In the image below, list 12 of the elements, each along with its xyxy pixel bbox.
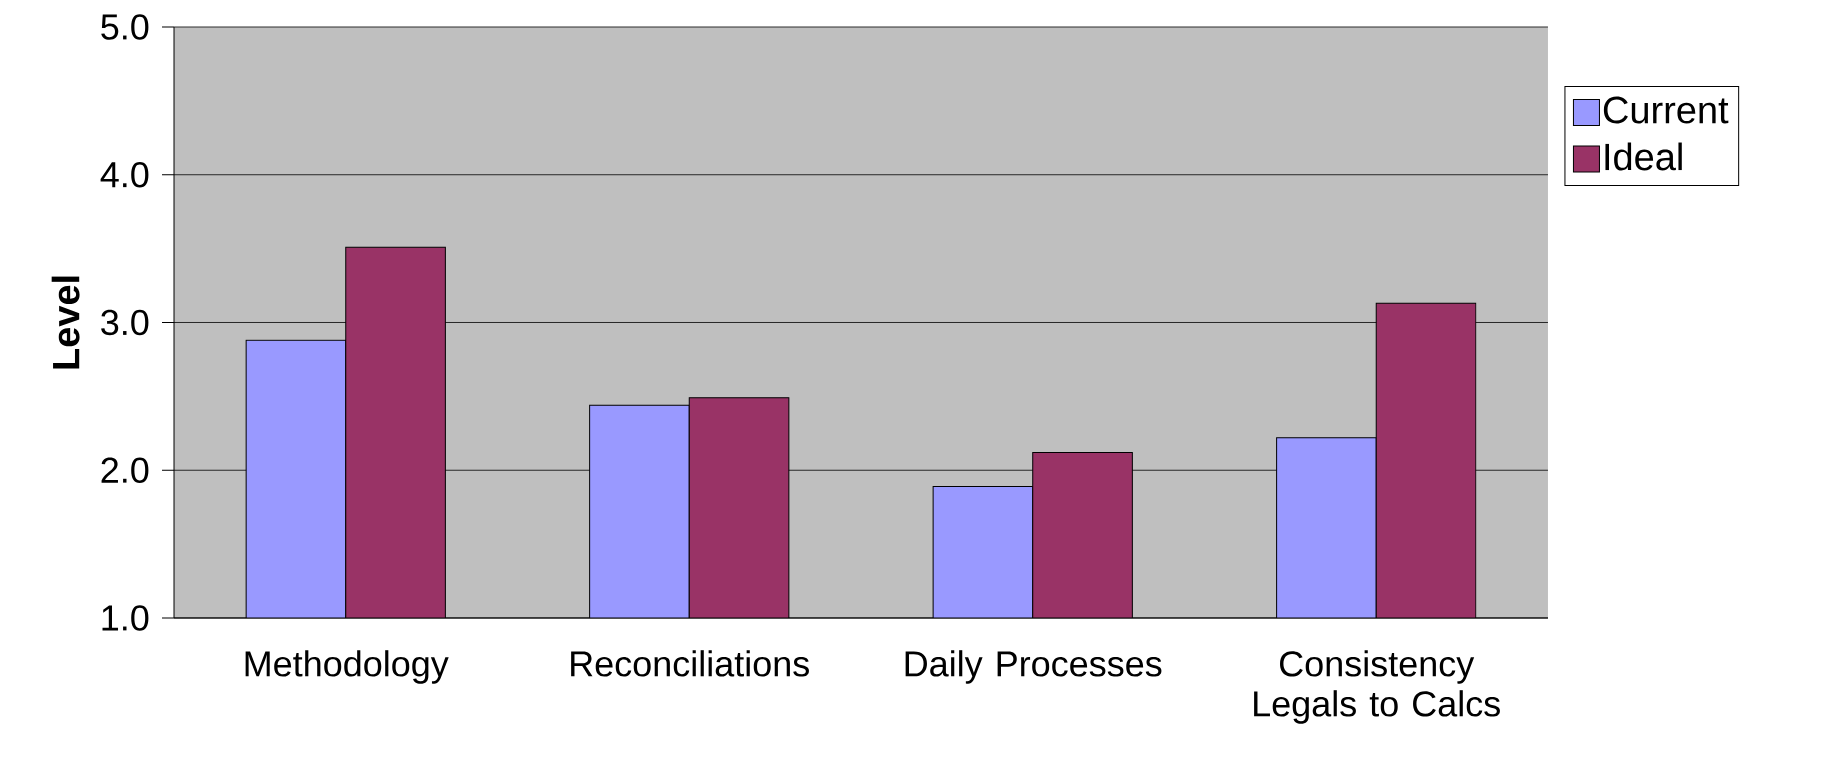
- y-tick-label: 1.0: [102, 605, 149, 631]
- y-axis-title: Level: [51, 276, 80, 369]
- y-tick-label: 5.0: [101, 14, 149, 40]
- x-tick-label: Daily Processes: [905, 650, 1162, 684]
- x-tick-label: Consistency Legals to Calcs: [1254, 650, 1500, 724]
- x-tick-label: Reconciliations: [571, 650, 809, 677]
- y-tick-label: 4.0: [100, 162, 149, 188]
- legend-label: Current: [1603, 96, 1729, 124]
- y-tick-label: 3.0: [101, 309, 149, 336]
- y-tick-label: 2.0: [101, 457, 149, 483]
- x-tick-label: Methodology: [245, 650, 449, 684]
- legend-label: Ideal: [1605, 142, 1682, 171]
